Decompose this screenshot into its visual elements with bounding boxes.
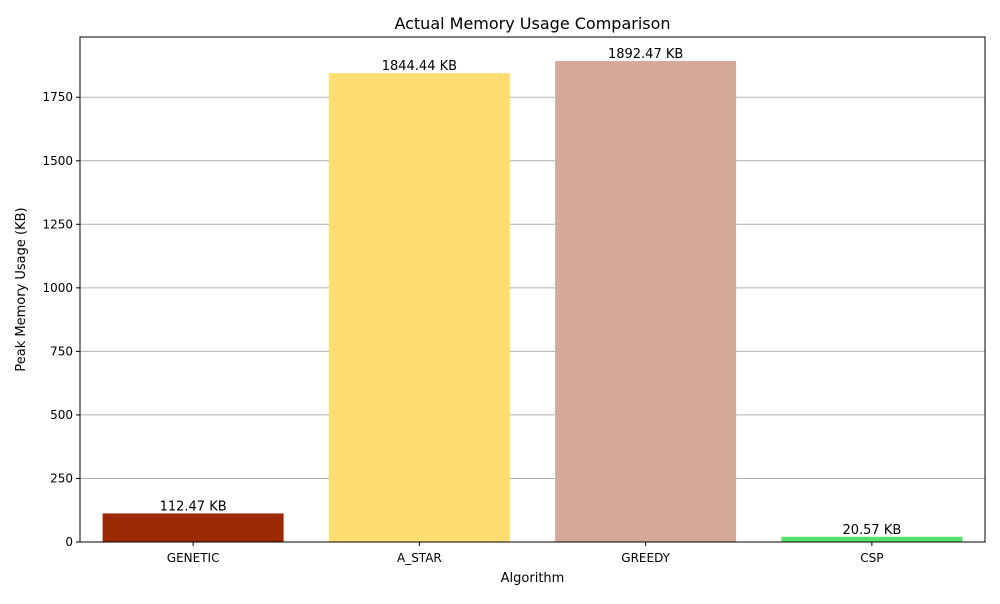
bar-value-labels: 112.47 KB 1844.44 KB 1892.47 KB 20.57 KB: [160, 47, 902, 538]
y-tick-label: 0: [65, 535, 73, 549]
y-axis-label: Peak Memory Usage (KB): [14, 207, 29, 371]
bar-value-label: 1844.44 KB: [382, 59, 457, 74]
x-tick-label: GENETIC: [167, 551, 220, 565]
bar-value-label: 112.47 KB: [160, 499, 227, 514]
y-tick-label: 1250: [42, 217, 73, 231]
bar-a-star: [328, 73, 510, 543]
bar-genetic: [102, 513, 284, 542]
y-tick-label: 1750: [42, 90, 73, 104]
y-tick-label: 1500: [42, 154, 73, 168]
bars: [102, 61, 963, 543]
bar-value-label: 20.57 KB: [842, 523, 901, 538]
bar-greedy: [555, 61, 737, 542]
y-axis: 0 250 500 750 1000 1250 1500 1750: [42, 90, 80, 549]
gridlines: [80, 96, 985, 479]
x-axis: GENETIC A_STAR GREEDY CSP: [167, 542, 883, 565]
chart-title: Actual Memory Usage Comparison: [394, 14, 670, 33]
y-tick-label: 250: [50, 471, 73, 485]
bar-csp: [781, 536, 963, 542]
x-axis-label: Algorithm: [501, 571, 565, 586]
y-tick-label: 500: [50, 408, 73, 422]
bar-value-label: 1892.47 KB: [608, 47, 683, 62]
x-tick-label: A_STAR: [397, 551, 442, 565]
x-tick-label: GREEDY: [621, 551, 670, 565]
x-tick-label: CSP: [860, 551, 883, 565]
y-tick-label: 1000: [42, 281, 73, 295]
plot-frame: [79, 36, 986, 543]
y-tick-label: 750: [50, 344, 73, 358]
